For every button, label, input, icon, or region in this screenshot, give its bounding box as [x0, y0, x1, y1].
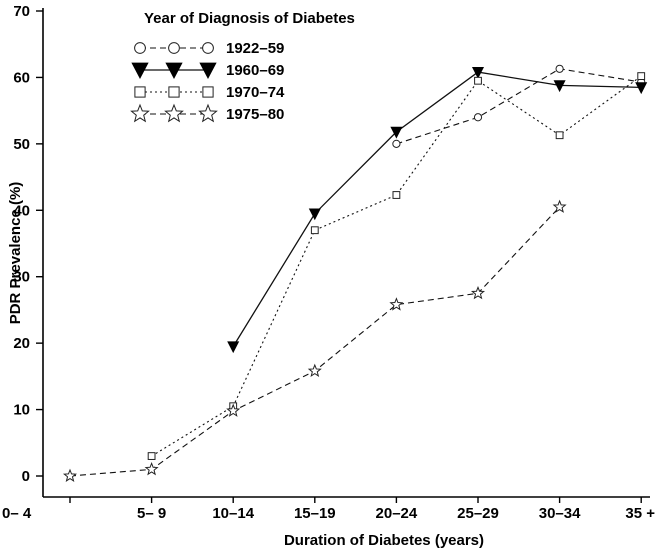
data-point-marker	[555, 131, 564, 140]
series-layer	[62, 64, 648, 482]
data-point-marker	[392, 191, 401, 199]
data-point-marker	[471, 67, 485, 79]
data-point-marker	[390, 126, 403, 139]
legend-label: 1922–59	[226, 40, 284, 57]
data-point-marker	[470, 285, 486, 300]
series-line	[396, 68, 642, 145]
y-tick-label: 60	[13, 69, 30, 86]
data-point-marker	[555, 64, 564, 73]
legend-item: 1960–69	[131, 62, 284, 79]
data-point-marker	[198, 103, 218, 123]
legend: Year of Diagnosis of Diabetes 1922–59 196…	[130, 10, 355, 123]
x-tick-label: 10–14	[212, 505, 254, 522]
x-tick-label: 15–19	[294, 505, 336, 522]
series-line	[232, 71, 642, 347]
data-point-marker	[131, 62, 149, 79]
legend-item: 1970–74	[134, 84, 285, 101]
data-point-marker	[168, 86, 180, 98]
data-point-marker	[389, 297, 404, 311]
data-point-marker	[134, 42, 146, 54]
data-point-marker	[202, 42, 214, 54]
data-point-marker	[199, 62, 217, 79]
y-tick-label: 10	[13, 402, 30, 419]
x-axis-title: Duration of Diabetes (years)	[284, 532, 484, 549]
x-tick-label: 25–29	[457, 505, 499, 522]
data-point-marker	[635, 82, 648, 95]
x-tick-label: 35 +	[625, 505, 655, 522]
x-tick-label: 20–24	[376, 505, 418, 522]
legend-item: 1975–80	[130, 103, 284, 123]
y-tick-label: 0	[22, 468, 30, 485]
y-tick-label: 40	[13, 202, 30, 219]
data-point-marker	[227, 341, 240, 354]
data-point-marker	[473, 113, 483, 122]
series-2	[227, 67, 648, 354]
data-point-marker	[130, 103, 150, 123]
data-point-marker	[147, 452, 156, 460]
data-point-marker	[164, 103, 184, 123]
x-axis-ticks: 0– 4 5– 9 10–14 15–19 20–24 25–29 30–34 35 +	[2, 497, 655, 522]
data-point-marker	[637, 72, 646, 80]
series-4	[62, 199, 567, 482]
data-point-marker	[202, 86, 214, 98]
legend-label: 1960–69	[226, 62, 284, 79]
data-point-marker	[144, 461, 159, 476]
data-point-marker	[553, 80, 566, 93]
data-point-marker	[134, 86, 146, 98]
y-axis-ticks: 0 10 20 30 40 50 60 70	[13, 3, 43, 485]
y-axis-title: PDR Prevalence (%)	[7, 182, 24, 325]
data-point-marker	[552, 199, 567, 213]
y-tick-label: 20	[13, 335, 30, 352]
legend-item: 1922–59	[134, 40, 284, 57]
data-point-marker	[226, 403, 241, 417]
x-tick-label: 30–34	[539, 505, 581, 522]
legend-title: Year of Diagnosis of Diabetes	[144, 10, 355, 27]
y-tick-label: 50	[13, 136, 30, 153]
y-tick-label: 70	[13, 3, 30, 20]
x-tick-label: 0– 4	[2, 505, 32, 522]
data-point-marker	[165, 62, 183, 79]
legend-label: 1975–80	[226, 106, 284, 123]
data-point-marker	[308, 208, 321, 221]
data-point-marker	[168, 42, 180, 54]
x-tick-label: 5– 9	[137, 505, 166, 522]
y-tick-label: 30	[13, 269, 30, 286]
data-point-marker	[474, 76, 482, 85]
data-point-marker	[307, 363, 322, 378]
data-point-marker	[392, 139, 401, 148]
legend-label: 1970–74	[226, 84, 285, 101]
data-point-marker	[310, 226, 319, 235]
series-line	[69, 206, 560, 477]
data-point-marker	[62, 468, 78, 482]
